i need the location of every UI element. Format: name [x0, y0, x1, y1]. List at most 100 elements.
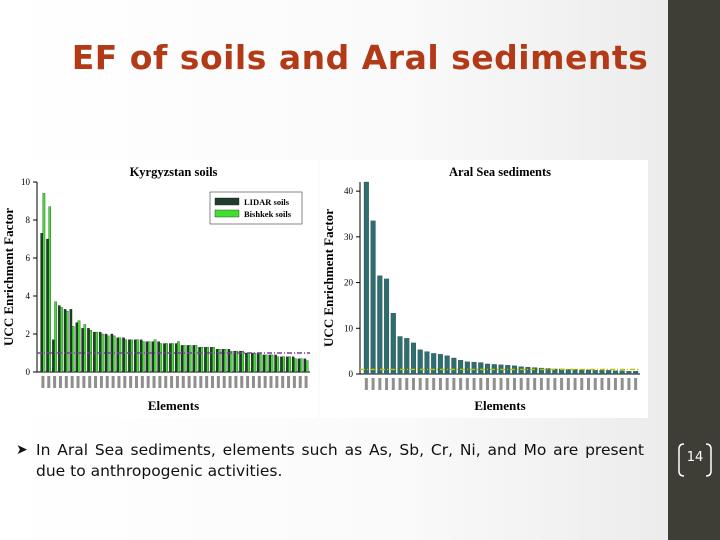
chart2-xlabel: Elements	[474, 398, 525, 413]
chart1-x-tick-label	[228, 376, 232, 388]
chart1-bar	[130, 339, 133, 373]
chart2-x-tick-label	[546, 378, 550, 390]
chart2-bar	[471, 361, 477, 375]
chart1-x-tick-label	[246, 376, 250, 388]
chart2-x-tick-label	[506, 378, 510, 390]
chart1-bar	[291, 356, 295, 373]
chart1-bar	[259, 352, 262, 373]
chart1-bar	[250, 352, 254, 373]
chart2-x-tick-label	[587, 378, 591, 390]
chart2-bar	[464, 361, 470, 375]
chart1-bar	[280, 356, 283, 373]
chart1-x-tick-label	[269, 376, 273, 388]
chart2-bar	[377, 275, 383, 375]
chart1-title: Kyrgyzstan soils	[130, 165, 218, 179]
chart1-x-tick-label	[88, 376, 92, 388]
chart1-bar	[159, 343, 163, 373]
chart2-x-tick-label	[371, 378, 375, 390]
chart2-bar	[592, 370, 598, 375]
chart1-x-tick-label	[105, 376, 109, 388]
chart2-x-tick-label	[492, 378, 496, 390]
chart2-x-tick-label	[519, 378, 523, 390]
chart1-x-tick-label	[281, 376, 285, 388]
chart1-bar	[303, 358, 307, 373]
chart2-bar	[572, 369, 578, 375]
chart1-bar	[188, 345, 192, 373]
chart2-bar	[370, 220, 376, 375]
chart2-bar	[579, 369, 585, 375]
chart2-x-tick-label	[391, 378, 395, 390]
chart1-x-tick-label	[152, 376, 156, 388]
chart1-bar	[122, 337, 125, 373]
chart2-bar	[458, 360, 464, 375]
chart1-bar	[262, 354, 266, 373]
chart1-x-tick-label	[146, 376, 150, 388]
chart2-x-tick-label	[593, 378, 597, 390]
chart1-legend-swatch	[214, 209, 240, 218]
chart1-bar	[286, 356, 289, 373]
chart1-x-tick-label	[82, 376, 86, 388]
chart1-bar	[69, 309, 73, 373]
chart1-bar	[276, 356, 280, 373]
chart1-x-tick-label	[158, 376, 162, 388]
chart1-x-tick-label	[298, 376, 302, 388]
chart2-x-tick-label	[607, 378, 611, 390]
chart1-bar	[118, 337, 122, 373]
chart2-bar	[599, 370, 605, 375]
chart2-x-tick-label	[425, 378, 429, 390]
chart1-x-tick-label	[58, 376, 62, 388]
chart1-y-tick-label: 8	[26, 215, 31, 225]
chart1-x-tick-label	[257, 376, 261, 388]
chart1-x-tick-label	[234, 376, 238, 388]
bullet-point: ➤ In Aral Sea sediments, elements such a…	[16, 440, 644, 482]
chart1-x-tick-label	[164, 376, 168, 388]
chart2-bar	[451, 357, 457, 375]
chart2-x-tick-label	[526, 378, 530, 390]
chart1-bar	[81, 328, 84, 373]
chart2-x-tick-label	[560, 378, 564, 390]
chart1-bar	[171, 343, 174, 373]
chart1-bar	[54, 301, 57, 373]
chart2-bar	[431, 353, 437, 375]
chart1-bar	[282, 356, 285, 373]
chart2-title: Aral Sea sediments	[449, 165, 551, 179]
chart2-bar	[619, 370, 625, 375]
chart2-x-tick-label	[432, 378, 436, 390]
chart1-bar	[174, 343, 178, 373]
chart1-x-tick-label	[292, 376, 296, 388]
chart1-ylabel: UCC Enrichment Factor	[1, 208, 16, 346]
chart2-x-tick-label	[634, 378, 638, 390]
chart1-bar	[165, 343, 168, 373]
chart1-x-tick-label	[216, 376, 220, 388]
chart1-bar	[57, 305, 61, 373]
chart1-bar	[186, 345, 190, 373]
chart2-y-tick-label: 10	[344, 323, 354, 333]
chart2-x-tick-label	[499, 378, 503, 390]
chart1-bar	[89, 330, 92, 373]
chart1-bar	[264, 354, 268, 373]
chart1-x-tick-label	[275, 376, 279, 388]
chart1-bar	[147, 341, 151, 373]
chart1-x-tick-label	[64, 376, 68, 388]
chart2-y-tick-label: 0	[349, 369, 354, 379]
chart1-x-tick-label	[94, 376, 98, 388]
chart1-x-tick-label	[193, 376, 197, 388]
arrow-bullet-icon: ➤	[16, 442, 28, 458]
chart2-x-tick-label	[445, 378, 449, 390]
chart1-legend-label: Bishkek soils	[244, 209, 292, 219]
chart1-bar	[42, 193, 46, 373]
chart2-x-tick-label	[533, 378, 537, 390]
chart2-bar	[410, 342, 416, 375]
chart2-x-tick-label	[479, 378, 483, 390]
chart1-x-tick-label	[263, 376, 267, 388]
chart2-x-tick-label	[398, 378, 402, 390]
page-number: 14	[686, 450, 704, 465]
chart1-bar	[75, 322, 79, 373]
chart1-bar	[93, 331, 96, 373]
chart1-x-tick-label	[181, 376, 185, 388]
chart2-bar	[417, 349, 423, 375]
chart1-bar	[83, 324, 87, 373]
chart1-bar	[253, 352, 256, 373]
chart2-bar	[437, 354, 443, 375]
chart1-y-tick-label: 6	[26, 253, 31, 263]
